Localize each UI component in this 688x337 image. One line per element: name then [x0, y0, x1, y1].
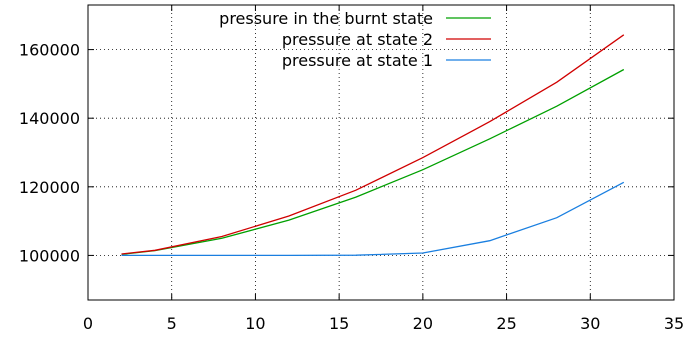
x-tick-label: 20: [413, 314, 433, 333]
axis-ticks: [87, 5, 675, 300]
series-layer: [121, 34, 625, 257]
y-tick-label: 120000: [19, 178, 80, 197]
legend: pressure in the burnt state pressure at s…: [219, 9, 491, 70]
y-tick-label: 140000: [19, 109, 80, 128]
y-tick-label: 100000: [19, 246, 80, 265]
legend-label-pressure-at-state-2: pressure at state 2: [282, 30, 433, 49]
x-tick-label: 25: [496, 314, 516, 333]
series-line-pressure-at-state-1: [121, 181, 625, 257]
plot-frame: [87, 4, 675, 301]
x-tick-label: 5: [167, 314, 177, 333]
series-line-pressure-at-state-2: [121, 34, 625, 255]
x-axis-tick-labels: 0 5 10 15 20 25 30 35: [83, 314, 684, 333]
y-axis-tick-labels: 100000 120000 140000 160000: [19, 41, 80, 266]
series-line-pressure-in-the-burnt-state: [121, 68, 625, 256]
grid-lines: [88, 5, 674, 300]
y-tick-label: 160000: [19, 41, 80, 60]
x-tick-label: 0: [83, 314, 93, 333]
legend-label-pressure-at-state-1: pressure at state 1: [282, 51, 433, 70]
x-tick-label: 15: [329, 314, 349, 333]
x-tick-label: 10: [245, 314, 265, 333]
x-tick-label: 30: [580, 314, 600, 333]
x-tick-label: 35: [664, 314, 684, 333]
legend-label-pressure-in-the-burnt-state: pressure in the burnt state: [219, 9, 433, 28]
